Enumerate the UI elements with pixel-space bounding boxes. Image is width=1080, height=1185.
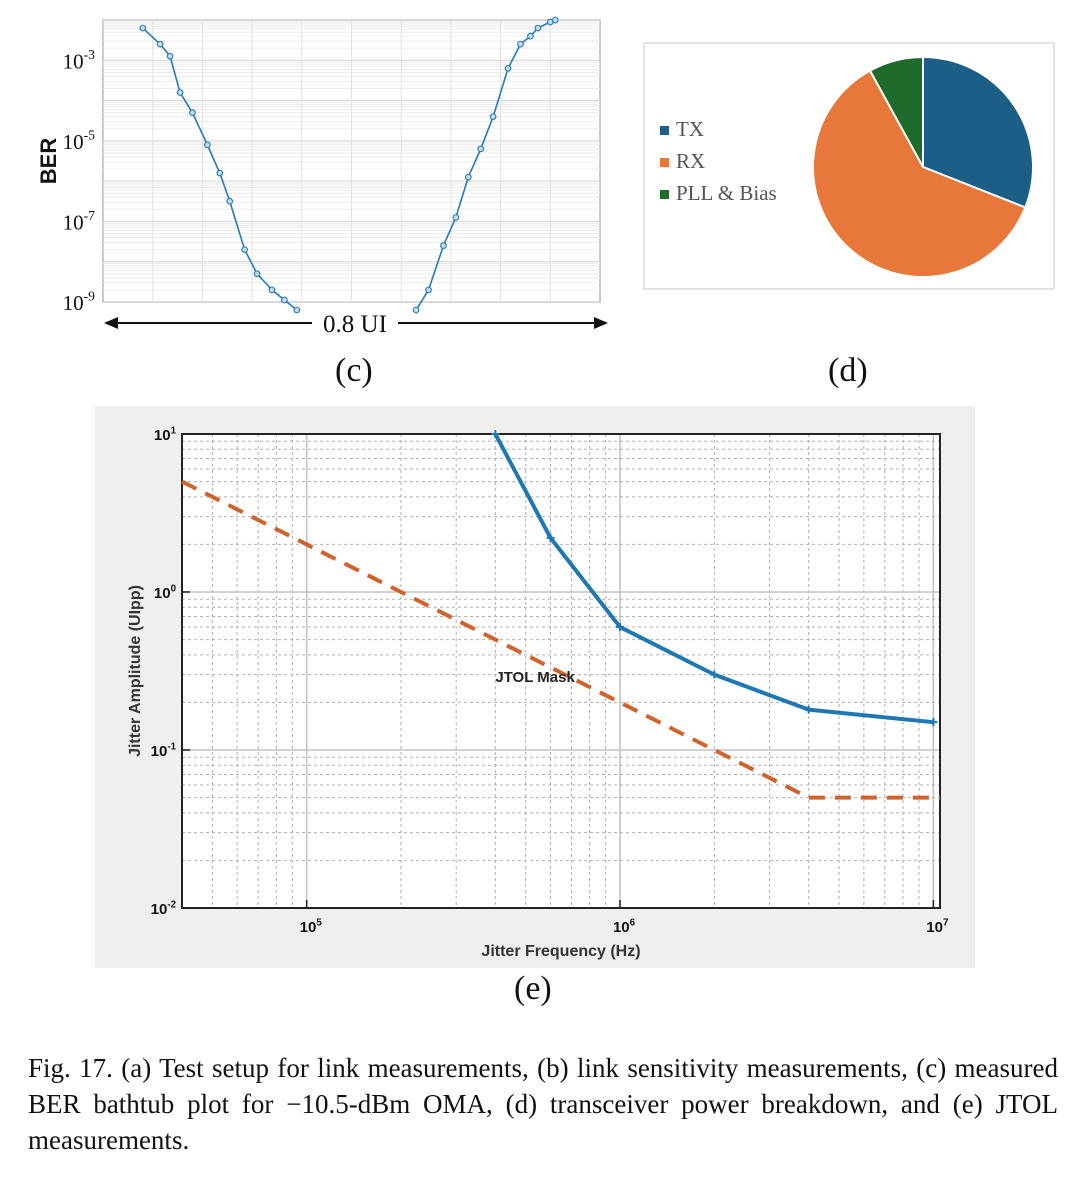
data-point xyxy=(176,89,184,96)
legend-label: RX xyxy=(676,149,705,173)
legend-label: TX xyxy=(676,117,704,141)
data-point xyxy=(440,242,447,249)
legend-swatch xyxy=(660,190,669,199)
data-point-marker xyxy=(804,705,813,714)
panel-d-label: (d) xyxy=(828,352,868,389)
data-point xyxy=(281,296,288,304)
data-point xyxy=(534,24,542,32)
y-tick-label: 101 xyxy=(154,425,177,444)
y-tick-label: 10-9 xyxy=(63,289,96,315)
data-point-marker xyxy=(710,670,719,679)
jtol-measured-line xyxy=(493,433,934,725)
data-point xyxy=(156,40,164,48)
data-point xyxy=(226,197,234,205)
data-point xyxy=(412,306,420,314)
y-tick-label: 10-7 xyxy=(63,208,96,234)
data-point xyxy=(166,52,174,60)
y-tick-label: 10-2 xyxy=(151,899,177,918)
y-tick-label: 100 xyxy=(154,583,177,602)
arrowhead-right xyxy=(594,317,608,329)
data-point xyxy=(527,32,534,40)
data-point xyxy=(504,64,512,72)
y-axis-label: BER xyxy=(36,138,61,185)
data-point-marker xyxy=(491,430,500,438)
data-point xyxy=(139,24,147,32)
pie-slice-tx xyxy=(922,55,1034,209)
data-point xyxy=(216,169,224,177)
data-point xyxy=(517,40,524,48)
panel-e-label: (e) xyxy=(514,970,552,1007)
data-point xyxy=(253,270,261,278)
jtol-mask-line xyxy=(181,479,940,800)
y-tick-label: 10-3 xyxy=(63,47,96,73)
data-point xyxy=(241,246,248,253)
y-tick-label: 10-5 xyxy=(63,127,96,153)
figure-caption: Fig. 17. (a) Test setup for link measure… xyxy=(28,1053,1058,1155)
y-tick-label: 10-1 xyxy=(151,741,177,760)
x-tick-label: 105 xyxy=(300,917,323,936)
data-point xyxy=(464,173,472,181)
x-tick-label: 107 xyxy=(926,917,948,936)
data-point-marker xyxy=(929,718,938,727)
jtol-mask-annotation: JTOL Mask xyxy=(495,669,575,686)
span-label: 0.8 UI xyxy=(323,311,387,338)
pie-slice-pll-bias xyxy=(868,55,924,168)
pie-slice-rx xyxy=(812,69,1027,278)
x-axis-label: Jitter Frequency (Hz) xyxy=(481,943,640,960)
data-point xyxy=(452,214,460,221)
data-point xyxy=(189,109,196,117)
data-point xyxy=(204,141,211,149)
data-point xyxy=(293,306,301,314)
data-point xyxy=(551,16,559,24)
data-point xyxy=(477,145,485,153)
y-axis-label: Jitter Amplitude (UIpp) xyxy=(127,585,144,757)
panel-c-label: (c) xyxy=(335,352,373,389)
ber-bathtub-chart: 10-3 10-5 10-7 10-9 BER 0.8 UI xyxy=(36,16,608,338)
data-point xyxy=(489,113,497,121)
data-point xyxy=(425,286,432,294)
power-breakdown-pie-chart: TX RX PLL & Bias xyxy=(643,42,1055,290)
legend-swatch xyxy=(660,158,669,167)
axes-frame xyxy=(181,433,941,909)
data-point xyxy=(268,286,276,294)
jtol-chart: 105 106 107 101 100 10-1 10-2 Jitter Frequency … xyxy=(95,406,975,968)
data-point-marker xyxy=(616,623,625,632)
legend-swatch xyxy=(660,126,669,135)
x-tick-label: 106 xyxy=(613,917,636,936)
data-point-marker xyxy=(546,533,555,542)
arrowhead-left xyxy=(104,317,118,329)
legend-label: PLL & Bias xyxy=(676,181,777,205)
